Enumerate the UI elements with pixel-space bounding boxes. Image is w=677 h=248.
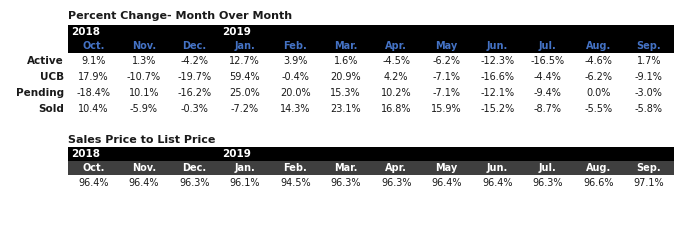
Text: Nov.: Nov.	[132, 163, 156, 173]
Text: Sep.: Sep.	[636, 163, 661, 173]
Text: -9.1%: -9.1%	[635, 72, 663, 82]
Text: -6.2%: -6.2%	[584, 72, 612, 82]
Text: 14.3%: 14.3%	[280, 104, 311, 114]
Text: Sold: Sold	[38, 104, 64, 114]
Text: 25.0%: 25.0%	[230, 88, 260, 98]
Text: -0.3%: -0.3%	[180, 104, 209, 114]
Text: -12.3%: -12.3%	[480, 56, 515, 66]
Text: Dec.: Dec.	[182, 41, 206, 51]
Text: Active: Active	[27, 56, 64, 66]
Text: UCB: UCB	[40, 72, 64, 82]
Text: Apr.: Apr.	[385, 163, 407, 173]
Text: -16.6%: -16.6%	[480, 72, 515, 82]
Text: -10.7%: -10.7%	[127, 72, 161, 82]
Text: 2019: 2019	[223, 149, 251, 159]
Text: 97.1%: 97.1%	[634, 178, 664, 188]
Text: Jul.: Jul.	[539, 41, 556, 51]
Text: 94.5%: 94.5%	[280, 178, 311, 188]
Text: 2019: 2019	[223, 27, 251, 37]
Text: 96.6%: 96.6%	[583, 178, 613, 188]
Text: -18.4%: -18.4%	[77, 88, 110, 98]
Text: 20.0%: 20.0%	[280, 88, 311, 98]
Text: Nov.: Nov.	[132, 41, 156, 51]
Text: Jul.: Jul.	[539, 163, 556, 173]
Text: -0.4%: -0.4%	[282, 72, 309, 82]
Text: 96.3%: 96.3%	[179, 178, 209, 188]
Text: 96.3%: 96.3%	[533, 178, 563, 188]
Text: -6.2%: -6.2%	[433, 56, 461, 66]
Text: Dec.: Dec.	[182, 163, 206, 173]
Text: 10.2%: 10.2%	[381, 88, 412, 98]
Text: -8.7%: -8.7%	[533, 104, 562, 114]
Text: Oct.: Oct.	[82, 163, 104, 173]
Text: Jan.: Jan.	[234, 41, 255, 51]
Text: 9.1%: 9.1%	[81, 56, 106, 66]
Text: Oct.: Oct.	[82, 41, 104, 51]
Text: 15.3%: 15.3%	[330, 88, 361, 98]
Text: 96.4%: 96.4%	[129, 178, 159, 188]
Text: Jun.: Jun.	[487, 41, 508, 51]
Text: -19.7%: -19.7%	[177, 72, 211, 82]
Bar	[68, 161, 674, 175]
Text: Jun.: Jun.	[487, 163, 508, 173]
Text: -9.4%: -9.4%	[533, 88, 562, 98]
Text: Percent Change- Month Over Month: Percent Change- Month Over Month	[68, 11, 292, 21]
Text: -5.9%: -5.9%	[130, 104, 158, 114]
Text: -16.2%: -16.2%	[177, 88, 211, 98]
Text: -12.1%: -12.1%	[480, 88, 515, 98]
Text: -7.1%: -7.1%	[433, 88, 461, 98]
Bar	[68, 147, 674, 161]
Text: 16.8%: 16.8%	[381, 104, 412, 114]
Text: -4.6%: -4.6%	[584, 56, 612, 66]
Text: Mar.: Mar.	[334, 41, 357, 51]
Text: 1.7%: 1.7%	[636, 56, 661, 66]
Text: 1.6%: 1.6%	[334, 56, 358, 66]
Text: 96.3%: 96.3%	[381, 178, 412, 188]
Text: 96.4%: 96.4%	[482, 178, 512, 188]
Text: -5.5%: -5.5%	[584, 104, 612, 114]
Text: 96.4%: 96.4%	[431, 178, 462, 188]
Bar	[68, 39, 674, 53]
Text: 2018: 2018	[71, 27, 100, 37]
Text: -16.5%: -16.5%	[531, 56, 565, 66]
Text: May: May	[435, 41, 458, 51]
Text: Pending: Pending	[16, 88, 64, 98]
Text: Jan.: Jan.	[234, 163, 255, 173]
Text: 10.1%: 10.1%	[129, 88, 159, 98]
Text: 0.0%: 0.0%	[586, 88, 611, 98]
Text: May: May	[435, 163, 458, 173]
Text: 1.3%: 1.3%	[131, 56, 156, 66]
Text: 15.9%: 15.9%	[431, 104, 462, 114]
Text: 20.9%: 20.9%	[330, 72, 361, 82]
Text: 96.1%: 96.1%	[230, 178, 260, 188]
Text: Aug.: Aug.	[586, 41, 611, 51]
Text: 96.4%: 96.4%	[78, 178, 108, 188]
Text: -3.0%: -3.0%	[635, 88, 663, 98]
Text: Feb.: Feb.	[284, 41, 307, 51]
Text: -15.2%: -15.2%	[480, 104, 515, 114]
Text: 3.9%: 3.9%	[283, 56, 307, 66]
Text: 59.4%: 59.4%	[230, 72, 260, 82]
Text: -5.8%: -5.8%	[635, 104, 663, 114]
Text: 17.9%: 17.9%	[78, 72, 108, 82]
Bar	[68, 25, 674, 39]
Text: -7.2%: -7.2%	[231, 104, 259, 114]
Text: -4.5%: -4.5%	[383, 56, 410, 66]
Text: Aug.: Aug.	[586, 163, 611, 173]
Text: 2018: 2018	[71, 149, 100, 159]
Text: 12.7%: 12.7%	[230, 56, 260, 66]
Text: 4.2%: 4.2%	[384, 72, 408, 82]
Text: -7.1%: -7.1%	[433, 72, 461, 82]
Text: Sales Price to List Price: Sales Price to List Price	[68, 135, 215, 145]
Text: Mar.: Mar.	[334, 163, 357, 173]
Text: Apr.: Apr.	[385, 41, 407, 51]
Text: 23.1%: 23.1%	[330, 104, 361, 114]
Text: 96.3%: 96.3%	[330, 178, 361, 188]
Text: Sep.: Sep.	[636, 41, 661, 51]
Text: -4.4%: -4.4%	[533, 72, 562, 82]
Text: -4.2%: -4.2%	[180, 56, 209, 66]
Text: 10.4%: 10.4%	[78, 104, 108, 114]
Text: Feb.: Feb.	[284, 163, 307, 173]
